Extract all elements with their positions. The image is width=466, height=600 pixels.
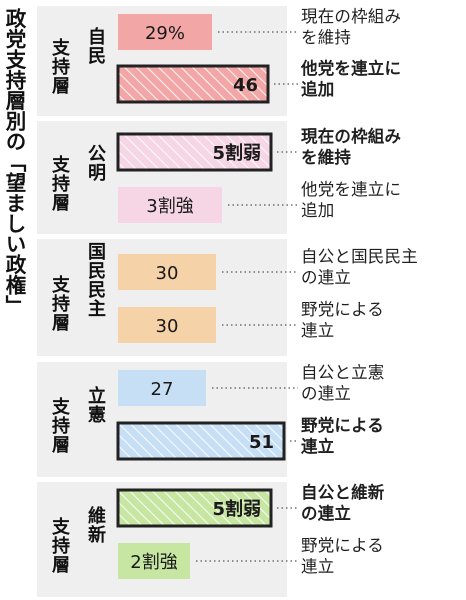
value-label: 5割弱 — [212, 142, 261, 164]
group-label: 維新 — [85, 506, 106, 544]
group-label: 公明 — [85, 144, 106, 182]
value-label: 46 — [233, 75, 258, 96]
group-label: 国民民主 — [85, 242, 106, 318]
bar — [118, 307, 216, 343]
scenario-label: 野党による 連立 — [301, 300, 385, 340]
bar — [118, 370, 206, 406]
value-label: 2割強 — [130, 552, 177, 573]
value-label: 3割強 — [146, 196, 193, 217]
scenario-label: 野党による 連立 — [301, 536, 385, 576]
scenario-label: 自公と国民民主 の連立 — [301, 247, 418, 287]
scenario-label: 現在の枠組み を維持 — [301, 7, 402, 47]
scenario-label: 現在の枠組み を維持 — [301, 127, 402, 167]
group-label: 支持層 — [49, 275, 70, 332]
scenario-label: 野党による 連立 — [301, 416, 385, 456]
bar — [116, 488, 273, 528]
bar — [116, 132, 273, 172]
group-label: 支持層 — [49, 397, 70, 454]
bar — [118, 14, 212, 50]
value-label: 51 — [249, 432, 274, 453]
group-label: 自民 — [85, 27, 106, 65]
page-title: 政党支持層別の「望ましい政権」 — [2, 8, 26, 316]
group-label: 支持層 — [49, 38, 70, 95]
bar — [116, 421, 286, 461]
scenario-label: 自公と立憲 の連立 — [301, 363, 385, 403]
bar — [118, 543, 190, 579]
group-label: 支持層 — [49, 155, 70, 212]
group-label: 支持層 — [49, 517, 70, 574]
value-label: 30 — [156, 263, 179, 284]
group-label: 立憲 — [85, 386, 106, 424]
scenario-label: 自公と維新 の連立 — [301, 483, 385, 523]
bar — [118, 254, 216, 290]
scenario-label: 他党を連立に 追加 — [301, 180, 402, 220]
value-label: 27 — [151, 379, 174, 400]
value-label: 29% — [145, 23, 185, 44]
bar — [118, 187, 222, 223]
value-label: 5割弱 — [212, 498, 261, 520]
bar — [116, 64, 270, 104]
scenario-label: 他党を連立に 追加 — [301, 59, 402, 99]
value-label: 30 — [156, 316, 179, 337]
